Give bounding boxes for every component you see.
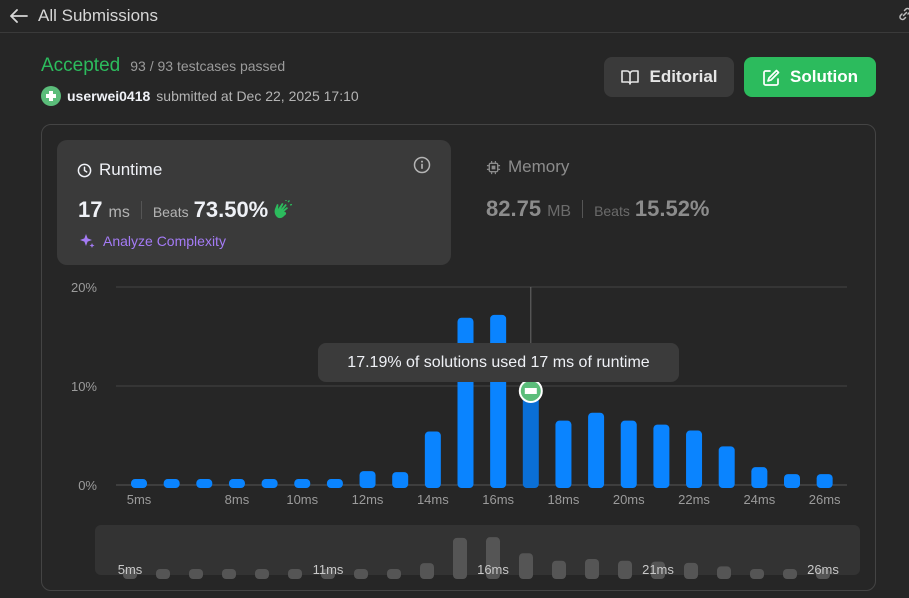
memory-beats-label: Beats bbox=[594, 203, 630, 219]
chip-icon bbox=[486, 160, 501, 174]
analyze-complexity-link[interactable]: Analyze Complexity bbox=[78, 232, 226, 250]
avatar[interactable] bbox=[41, 86, 61, 106]
clapping-hands-icon bbox=[274, 200, 293, 219]
runtime-value: 17 bbox=[78, 197, 103, 222]
memory-unit: MB bbox=[547, 203, 572, 220]
arrow-left-icon bbox=[10, 9, 28, 23]
runtime-beats-value: 73.50% bbox=[193, 197, 269, 222]
memory-metric: 82.75 MB Beats 15.52% bbox=[486, 196, 710, 222]
editorial-button[interactable]: Editorial bbox=[604, 57, 734, 97]
info-icon[interactable] bbox=[413, 156, 431, 174]
divider bbox=[582, 200, 584, 218]
submission-meta: userwei0418 submitted at Dec 22, 2025 17… bbox=[41, 86, 359, 106]
memory-title: Memory bbox=[486, 157, 710, 177]
result-panel bbox=[41, 124, 876, 591]
testcases-passed: 93 / 93 testcases passed bbox=[130, 58, 286, 74]
edit-icon bbox=[763, 69, 780, 86]
sparkle-icon bbox=[80, 234, 95, 248]
submitted-at: submitted at Dec 22, 2025 17:10 bbox=[156, 88, 359, 104]
runtime-title-text: Runtime bbox=[99, 160, 163, 179]
runtime-card[interactable]: Runtime 17 ms Beats 73.50% Analyze Compl… bbox=[57, 140, 451, 265]
username-link[interactable]: userwei0418 bbox=[67, 88, 151, 104]
memory-card[interactable]: Memory 82.75 MB Beats 15.52% bbox=[486, 157, 710, 222]
clock-icon bbox=[77, 163, 92, 177]
top-bar: All Submissions bbox=[0, 0, 909, 33]
runtime-metric: 17 ms Beats 73.50% bbox=[78, 197, 294, 223]
divider bbox=[140, 201, 142, 219]
status-accepted: Accepted bbox=[41, 55, 121, 76]
solution-label: Solution bbox=[790, 67, 858, 86]
back-label: All Submissions bbox=[38, 6, 158, 25]
back-to-submissions[interactable]: All Submissions bbox=[0, 6, 158, 26]
memory-title-text: Memory bbox=[508, 157, 570, 176]
runtime-beats-label: Beats bbox=[152, 204, 189, 220]
editorial-label: Editorial bbox=[649, 67, 718, 86]
solution-button[interactable]: Solution bbox=[744, 57, 876, 97]
book-icon bbox=[621, 70, 640, 85]
submission-status: Accepted 93 / 93 testcases passed bbox=[41, 55, 285, 77]
runtime-title: Runtime bbox=[77, 160, 162, 180]
runtime-unit: ms bbox=[108, 204, 130, 221]
memory-value: 82.75 bbox=[486, 196, 542, 221]
analyze-label: Analyze Complexity bbox=[103, 233, 226, 249]
link-icon[interactable] bbox=[897, 6, 909, 22]
memory-beats-value: 15.52% bbox=[634, 196, 710, 221]
chart-tooltip: 17.19% of solutions used 17 ms of runtim… bbox=[318, 343, 679, 382]
